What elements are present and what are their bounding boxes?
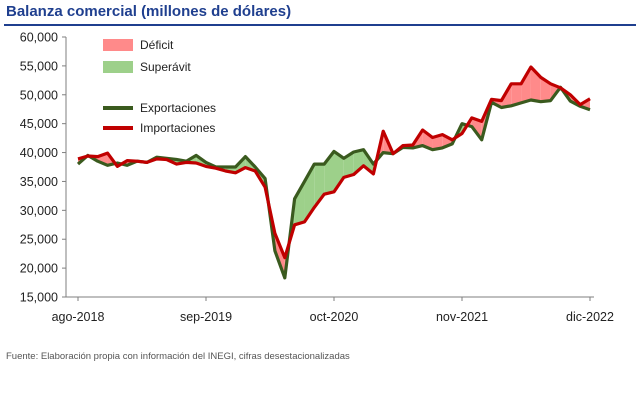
balance-fill-segment <box>334 151 344 192</box>
legend-surplus-label: Superávit <box>140 60 191 74</box>
balance-fill-segment <box>294 181 305 225</box>
x-tick-labels: ago-2018 sep-2019 oct-2020 nov-2021 dic-2022 <box>52 310 614 324</box>
x-tick-label: sep-2019 <box>180 310 232 324</box>
y-tick-label: 15,000 <box>20 291 58 305</box>
y-tick-label: 50,000 <box>20 88 58 102</box>
y-tick-labels: 15,000 20,000 25,000 30,000 35,000 40,000 45,0… <box>20 31 58 305</box>
title-underline <box>4 24 636 26</box>
legend-deficit-swatch <box>103 39 133 51</box>
legend-deficit-label: Déficit <box>140 38 174 52</box>
balance-fill-segment <box>521 67 531 103</box>
y-tick-label: 35,000 <box>20 175 58 189</box>
y-tick-label: 30,000 <box>20 204 58 218</box>
balance-fill-segment <box>511 83 522 106</box>
x-tick-label: oct-2020 <box>310 310 359 324</box>
series-lines <box>76 65 591 280</box>
chart-title: Balanza comercial (millones de dólares) <box>6 3 292 20</box>
y-tick-label: 55,000 <box>20 59 58 73</box>
legend-exports-label: Exportaciones <box>140 101 216 115</box>
balance-fill-segment <box>422 130 433 150</box>
chart-axes <box>62 36 594 301</box>
x-tick-label: nov-2021 <box>436 310 488 324</box>
legend-imports-label: Importaciones <box>140 121 215 135</box>
legend-surplus-swatch <box>103 61 133 73</box>
imports-series-line <box>77 65 591 260</box>
x-tick-label: dic-2022 <box>566 310 614 324</box>
balance-fill-segment <box>353 149 364 175</box>
source-note: Fuente: Elaboración propia con informaci… <box>6 351 350 362</box>
balance-fills <box>78 67 590 278</box>
y-tick-label: 40,000 <box>20 146 58 160</box>
legend: Déficit Superávit Exportaciones Importac… <box>103 38 216 135</box>
y-tick-label: 25,000 <box>20 233 58 247</box>
y-tick-label: 60,000 <box>20 31 58 45</box>
y-tick-label: 20,000 <box>20 262 58 276</box>
y-tick-label: 45,000 <box>20 117 58 131</box>
x-tick-label: ago-2018 <box>52 310 105 324</box>
